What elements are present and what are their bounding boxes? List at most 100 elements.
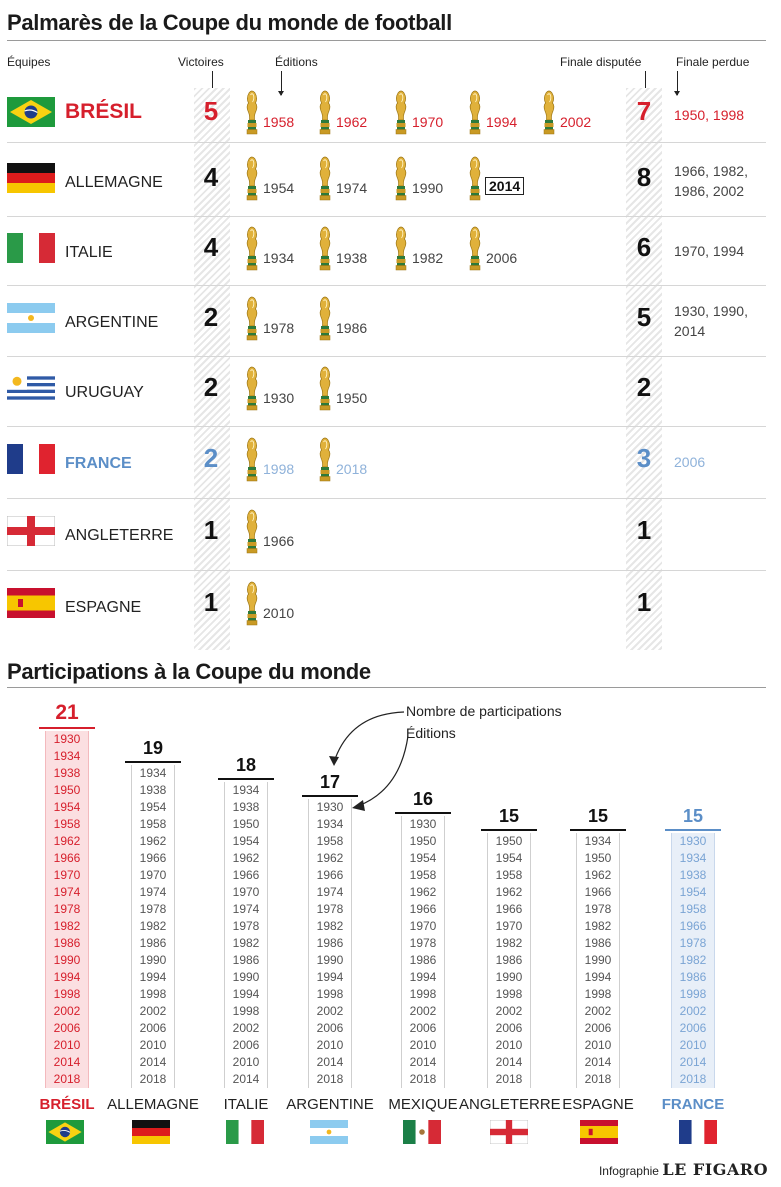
editions-pointer-line xyxy=(357,735,409,807)
team-name: ESPAGNE xyxy=(65,599,142,616)
finals-count: 1 xyxy=(636,587,652,617)
lost-finals: 1970, 1994 xyxy=(674,242,745,259)
row-separator xyxy=(7,426,766,427)
victory-item: 2010 xyxy=(243,580,313,628)
wins-count: 4 xyxy=(203,231,219,262)
edition-year: 2018 xyxy=(409,1072,437,1086)
edition-year: 1934 xyxy=(679,851,707,865)
row-separator xyxy=(7,216,766,217)
edition-year: 2002 xyxy=(409,1004,437,1018)
germany-flag xyxy=(132,1120,170,1144)
edition-year: 2014 xyxy=(139,1055,167,1069)
credit: Infographie LE FIGARO xyxy=(599,1160,768,1179)
edition-year: 1986 xyxy=(495,953,523,967)
editions-pointer-head xyxy=(352,800,365,811)
edition-year: 1978 xyxy=(139,902,167,916)
editions-arrow-icon xyxy=(278,71,284,96)
edition-year: 2010 xyxy=(409,1038,437,1052)
participation-column: 1934 1938 1950 1954 1962 1966 1970 1974 1978 1982… xyxy=(218,0,274,1187)
finals-count: 1 xyxy=(636,515,652,545)
wins-count: 2 xyxy=(203,301,219,332)
count-pointer-head xyxy=(329,756,339,766)
edition-year: 1990 xyxy=(495,970,523,984)
edition-year: 1974 xyxy=(232,902,260,916)
mexico-flag xyxy=(403,1120,441,1144)
finals-count: 5 xyxy=(636,301,652,332)
count-underline xyxy=(125,761,181,763)
edition-year: 2002 xyxy=(679,1004,707,1018)
wins-count: 1 xyxy=(203,587,219,617)
edition-year: 2014 xyxy=(316,1055,344,1069)
victory-item: 2002 xyxy=(540,89,610,137)
england-flag xyxy=(7,516,55,546)
edition-year: 1986 xyxy=(316,936,344,950)
edition-year: 1954 xyxy=(139,800,167,814)
edition-year: 1958 xyxy=(679,902,707,916)
victory-item: 2006 xyxy=(466,225,536,273)
participation-count: 17 xyxy=(319,772,341,792)
col-header-editions: Éditions xyxy=(275,55,318,69)
brazil-flag xyxy=(7,97,55,127)
edition-year: 1958 xyxy=(316,834,344,848)
edition-year: 2006 xyxy=(495,1021,523,1035)
victory-year: 1966 xyxy=(263,533,295,549)
victory-item: 1994 xyxy=(466,89,536,137)
count-underline xyxy=(302,795,358,797)
victory-year: 1978 xyxy=(263,319,295,336)
edition-year: 1994 xyxy=(139,970,167,984)
edition-year: 2006 xyxy=(232,1038,260,1052)
edition-year: 1986 xyxy=(409,953,437,967)
edition-year: 2010 xyxy=(679,1038,707,1052)
row-separator xyxy=(7,498,766,499)
edition-year: 2002 xyxy=(495,1004,523,1018)
edition-year: 1966 xyxy=(679,919,707,933)
edition-year: 1958 xyxy=(53,817,81,831)
victory-year: 1986 xyxy=(336,319,368,336)
team-name: FRANCE xyxy=(65,455,132,472)
country-label: ESPAGNE xyxy=(562,1096,634,1113)
edition-year: 2002 xyxy=(584,1004,612,1018)
edition-year: 1930 xyxy=(409,817,437,831)
trophy-icon xyxy=(243,508,261,554)
edition-year: 1978 xyxy=(409,936,437,950)
victory-year: 1958 xyxy=(263,114,295,130)
victory-year: 1982 xyxy=(412,249,444,266)
participation-column: 1930 1950 1954 1958 1962 1966 1970 1978 1986 1994… xyxy=(395,0,451,1187)
team-name: ALLEMAGNE xyxy=(65,173,163,191)
edition-year: 1950 xyxy=(53,783,81,797)
victory-year: 1938 xyxy=(336,249,368,266)
edition-year: 1970 xyxy=(495,919,523,933)
participation-count: 19 xyxy=(142,738,164,758)
editions-list: 1930 1934 1938 1950 1954 1958 1962 1966 1970 1974… xyxy=(45,731,89,1088)
edition-year: 2018 xyxy=(139,1072,167,1086)
victory-year: 1990 xyxy=(412,179,444,196)
victory-year: 1950 xyxy=(336,390,368,406)
edition-year: 2018 xyxy=(679,1072,707,1086)
edition-year: 2018 xyxy=(316,1072,344,1086)
finals-count: 7 xyxy=(636,96,652,126)
annotation-count: Nombre de participations xyxy=(406,703,562,719)
col-header-lost: Finale perdue xyxy=(676,55,750,69)
editions-list: 1950 1954 1958 1962 1966 1970 1982 1986 1990 1998… xyxy=(487,833,531,1088)
victory-item: 1982 xyxy=(392,225,462,273)
country-label: MEXIQUE xyxy=(388,1096,458,1113)
edition-year: 1938 xyxy=(679,868,707,882)
edition-year: 1970 xyxy=(409,919,437,933)
editions-list: 1934 1938 1950 1954 1962 1966 1970 1974 1978 1982… xyxy=(224,782,268,1088)
count-underline xyxy=(570,829,626,831)
editions-list: 1934 1950 1962 1966 1978 1982 1986 1990 1994 1998… xyxy=(576,833,620,1088)
argentina-flag xyxy=(7,302,55,333)
victory-item: 1962 xyxy=(316,89,386,137)
edition-year: 2002 xyxy=(53,1004,81,1018)
row-separator xyxy=(7,356,766,357)
edition-year: 1990 xyxy=(139,953,167,967)
edition-year: 1982 xyxy=(584,919,612,933)
wins-count: 4 xyxy=(203,161,219,192)
participation-column: 1930 1934 1938 1950 1954 1958 1962 1966 1970 1974… xyxy=(39,0,95,1187)
trophy-icon xyxy=(466,89,484,135)
credit-prefix: Infographie xyxy=(598,1164,659,1178)
edition-year: 1978 xyxy=(316,902,344,916)
edition-year: 2010 xyxy=(232,1055,260,1069)
edition-year: 1930 xyxy=(679,834,707,848)
edition-year: 1962 xyxy=(53,834,81,848)
